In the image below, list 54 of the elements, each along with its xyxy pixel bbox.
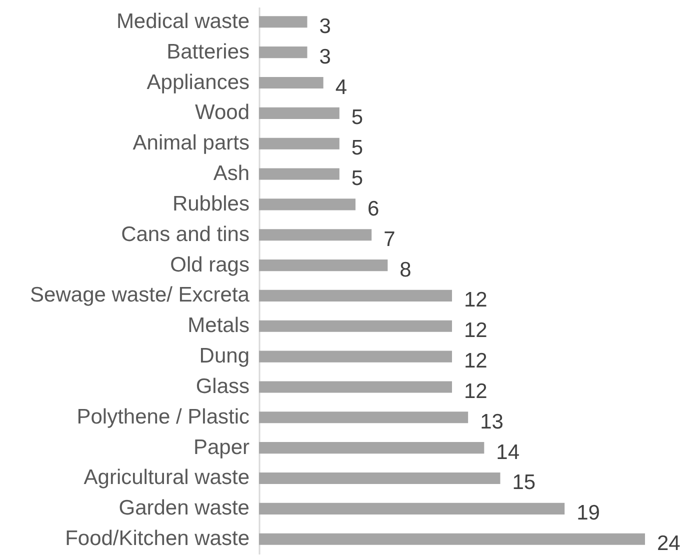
data-label: 7 xyxy=(384,228,396,251)
data-label: 3 xyxy=(319,45,331,68)
y-tick-label: Animal parts xyxy=(132,132,250,155)
data-label: 6 xyxy=(368,197,380,220)
bar xyxy=(259,350,452,362)
data-label: 19 xyxy=(576,502,600,525)
data-label: 14 xyxy=(496,440,520,464)
y-tick-label: Food/Kitchen waste xyxy=(65,527,250,550)
y-tick-label: Medical waste xyxy=(116,10,250,33)
data-label: 15 xyxy=(512,471,536,494)
data-label: 12 xyxy=(464,288,488,312)
y-tick-label: Garden waste xyxy=(118,496,250,520)
data-label: 5 xyxy=(351,136,364,160)
y-tick-label: Paper xyxy=(193,436,250,459)
bar xyxy=(259,76,324,89)
y-tick-label: Batteries xyxy=(166,40,250,64)
bar xyxy=(259,442,484,454)
y-tick-label: Sewage waste/ Excreta xyxy=(30,284,250,307)
bar xyxy=(259,16,308,28)
data-label: 12 xyxy=(464,350,488,373)
bar xyxy=(259,46,308,58)
y-tick-label: Polythene / Plastic xyxy=(76,405,250,428)
y-tick-label: Metals xyxy=(188,314,250,338)
bar xyxy=(259,198,356,210)
y-tick-label: Agricultural waste xyxy=(84,466,250,490)
data-label: 5 xyxy=(351,167,364,190)
y-tick-label: Cans and tins xyxy=(121,222,250,246)
y-tick-label: Rubbles xyxy=(172,192,250,216)
data-label: 5 xyxy=(351,106,364,130)
y-tick-label: Glass xyxy=(196,374,250,398)
y-tick-label: Ash xyxy=(213,162,250,186)
y-tick-label: Dung xyxy=(199,344,250,368)
data-label: 8 xyxy=(400,258,412,282)
bar xyxy=(259,320,452,332)
bar xyxy=(259,502,565,514)
data-label: 3 xyxy=(319,14,331,38)
bar xyxy=(259,381,452,393)
bar xyxy=(259,260,388,272)
bar xyxy=(259,168,340,180)
bar xyxy=(259,412,468,424)
bar xyxy=(259,290,452,302)
bar xyxy=(259,472,500,484)
bar xyxy=(259,138,340,150)
data-label: 12 xyxy=(464,319,488,342)
y-tick-label: Old rags xyxy=(170,253,250,276)
bar xyxy=(259,107,340,119)
data-label: 4 xyxy=(335,76,348,99)
bar xyxy=(259,229,372,241)
y-tick-label: Appliances xyxy=(146,70,250,94)
data-label: 12 xyxy=(464,380,488,403)
data-label: 24 xyxy=(657,532,681,556)
bar xyxy=(259,533,645,545)
y-tick-label: Wood xyxy=(195,101,250,124)
data-label: 13 xyxy=(480,410,504,434)
